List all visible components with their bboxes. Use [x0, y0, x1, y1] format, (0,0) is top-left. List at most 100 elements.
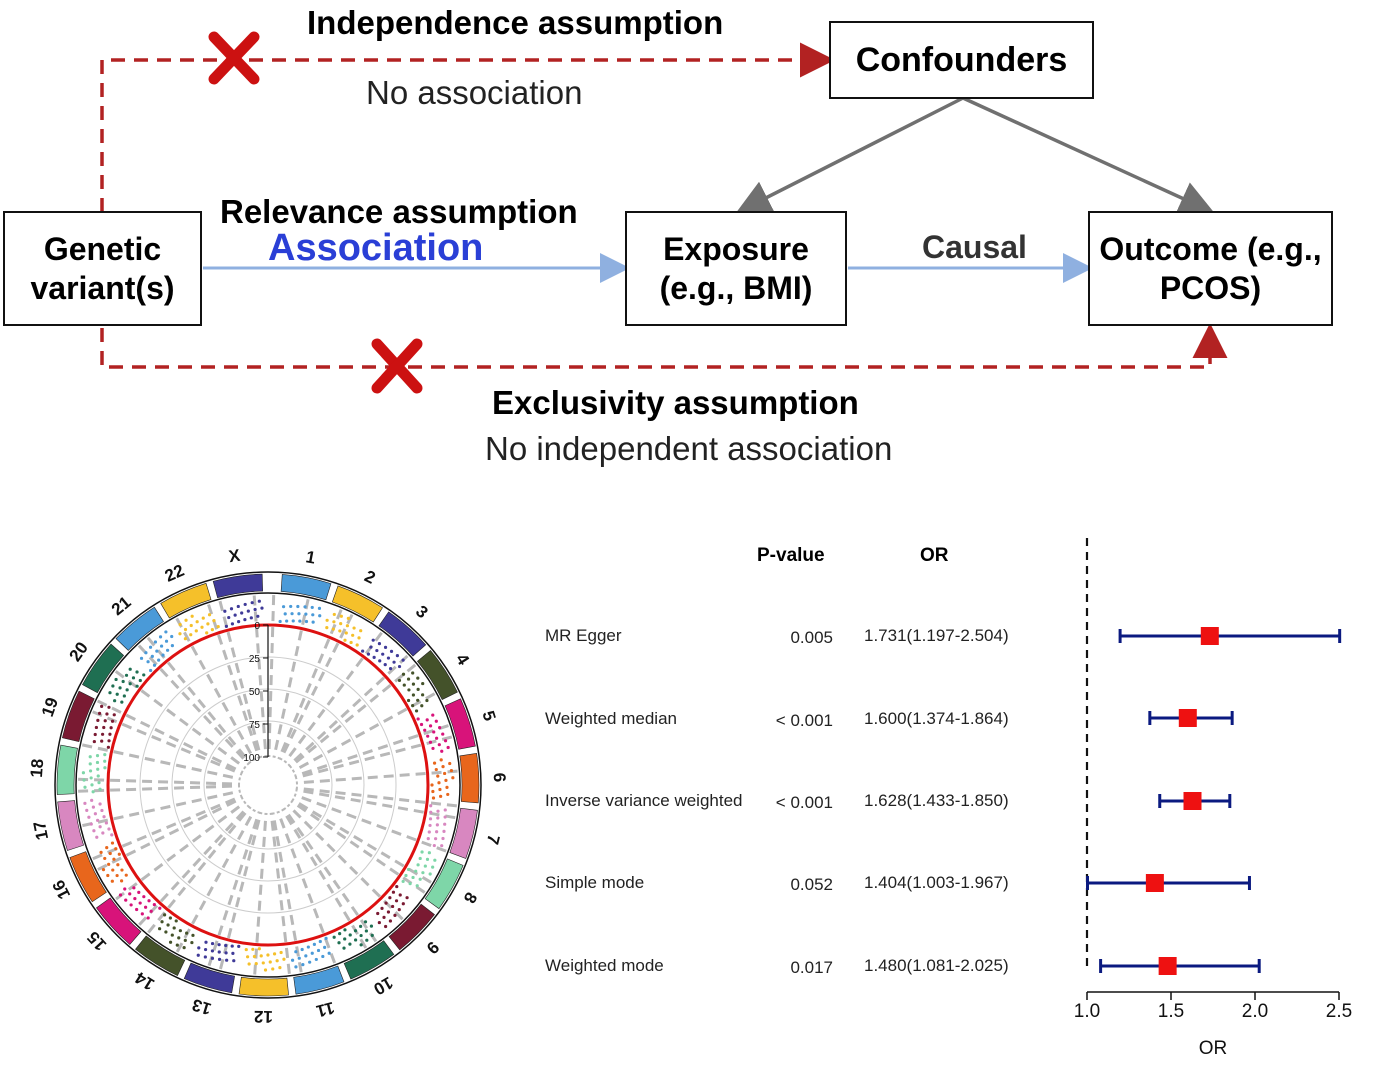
snp-point — [434, 767, 438, 772]
relevance-subtitle: Association — [268, 227, 484, 269]
snp-point — [254, 962, 258, 966]
snp-point — [416, 717, 420, 721]
snp-point — [223, 609, 227, 613]
snp-point — [101, 868, 106, 872]
forest-plot: 1.0 1.5 2.0 2.5 OR — [1074, 538, 1352, 1059]
snp-point — [243, 618, 247, 622]
snp-point — [407, 688, 411, 692]
snp-point — [132, 886, 136, 890]
snp-point — [428, 872, 432, 876]
chromosome-label: 6 — [490, 772, 509, 782]
snp-point — [210, 941, 215, 946]
chromosome-label: 20 — [66, 638, 92, 664]
snp-point — [434, 837, 438, 841]
snp-point — [146, 660, 150, 664]
independence-title: Independence assumption — [307, 4, 724, 41]
exclusivity-subtitle: No independent association — [485, 430, 893, 467]
snp-point — [364, 929, 368, 933]
chromosome-label: 5 — [478, 709, 499, 724]
snp-point — [317, 606, 322, 610]
snp-point — [432, 843, 436, 848]
scale-tick-label: 75 — [249, 720, 261, 731]
snp-point — [149, 668, 153, 673]
chromosome-segment — [212, 573, 263, 599]
snp-point — [112, 857, 116, 861]
snp-point — [135, 670, 139, 674]
snp-point — [236, 604, 240, 609]
circos-manhattan-plot: 12345678910111213141516171819202122X0255… — [27, 546, 509, 1027]
scale-tick-label: 50 — [249, 687, 261, 698]
snp-point — [311, 613, 315, 617]
or-value: 1.404(1.003-1.967) — [864, 873, 1009, 892]
snp-point — [96, 767, 100, 771]
snp-point — [344, 631, 348, 635]
or-header: OR — [920, 545, 949, 566]
snp-point — [351, 633, 355, 637]
inner-ring — [75, 592, 461, 978]
snp-point — [406, 677, 411, 681]
snp-point — [376, 911, 380, 916]
snp-point — [432, 730, 436, 734]
snp-point — [90, 783, 94, 787]
snp-point — [441, 765, 445, 769]
snp-point — [395, 653, 399, 658]
snp-point — [103, 753, 107, 757]
snp-point — [290, 612, 294, 616]
snp-point — [259, 954, 263, 958]
snp-point — [312, 942, 316, 946]
snp-point — [240, 611, 244, 615]
snp-point — [289, 604, 293, 609]
snp-point — [352, 626, 356, 630]
snp-point — [87, 815, 91, 819]
snp-point — [233, 613, 237, 617]
snp-point — [416, 676, 420, 680]
scale-tick-label: 25 — [249, 654, 261, 665]
snp-point — [345, 624, 350, 628]
snp-point — [419, 722, 424, 727]
snp-point — [427, 830, 431, 834]
snp-point — [92, 739, 96, 744]
snp-point — [101, 831, 105, 835]
snp-point — [261, 961, 265, 965]
snp-point — [168, 940, 173, 944]
snp-point — [96, 774, 100, 778]
snp-point — [366, 652, 371, 656]
link-line — [96, 699, 244, 774]
snp-point — [204, 940, 208, 944]
scale-tick-label: 0 — [254, 621, 260, 632]
pvalue-value: 0.005 — [790, 628, 833, 647]
snp-point — [178, 929, 182, 933]
snp-point — [433, 858, 437, 862]
snp-point — [411, 671, 415, 675]
snp-point — [383, 663, 387, 667]
method-label: Inverse variance weighted — [545, 791, 743, 810]
snp-point — [401, 672, 406, 676]
snp-point — [108, 851, 112, 856]
snp-point — [93, 812, 97, 816]
snp-point — [331, 627, 335, 631]
snp-point — [415, 884, 419, 888]
snp-point — [401, 902, 405, 906]
snp-point — [338, 932, 342, 936]
pvalue-value: 0.052 — [790, 875, 833, 894]
snp-point — [263, 968, 268, 972]
snp-point — [437, 743, 441, 747]
snp-point — [421, 871, 425, 875]
snp-point — [438, 725, 442, 730]
snp-point — [377, 642, 382, 646]
snp-point — [426, 734, 430, 738]
link-line — [78, 777, 241, 786]
snp-point — [190, 614, 194, 618]
snp-point — [428, 823, 432, 828]
snp-point — [98, 787, 102, 791]
snp-point — [178, 632, 182, 636]
independence-subtitle: No association — [366, 74, 583, 111]
snp-point — [443, 771, 447, 776]
chromosome-label: 16 — [49, 877, 74, 902]
link-line — [288, 663, 417, 769]
chromosome-segment — [388, 903, 435, 951]
snp-point — [365, 938, 369, 942]
chromosome-segment — [417, 650, 458, 700]
chromosome-label: 1 — [304, 547, 317, 567]
snp-point — [338, 629, 342, 633]
